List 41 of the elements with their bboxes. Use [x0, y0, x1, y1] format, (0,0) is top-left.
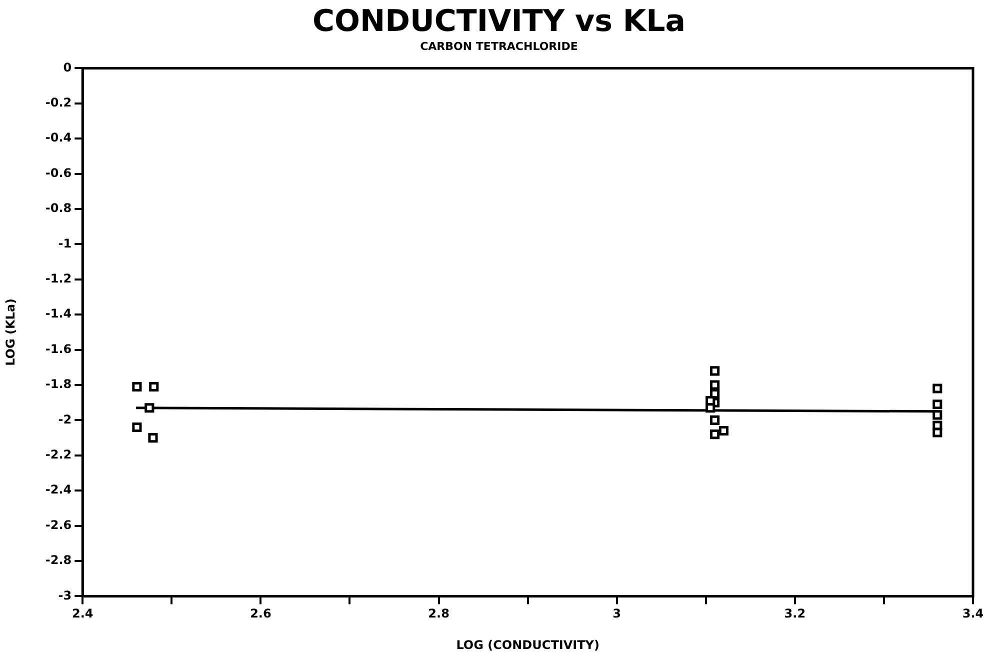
point	[710, 415, 720, 425]
x-tick-label: 2.4	[72, 606, 94, 621]
point	[132, 382, 142, 392]
y-tick-label: -2	[58, 412, 72, 426]
x-tick-label: 2.8	[428, 606, 450, 621]
y-tick-label: -1	[58, 236, 72, 250]
point	[706, 403, 716, 413]
y-tick-label: -0.8	[45, 201, 72, 216]
y-tick-label: -2.2	[45, 448, 72, 462]
point	[932, 428, 942, 438]
point	[710, 380, 720, 390]
chart-title: CONDUCTIVITY vs KLa	[311, 4, 686, 39]
point	[144, 403, 154, 413]
y-tick-label: -0.2	[45, 96, 72, 110]
y-axis-title: LOG (KLa)	[3, 298, 18, 366]
x-tick-label: 2.6	[250, 606, 272, 621]
point	[149, 382, 159, 392]
y-tick-label: -2.4	[45, 482, 72, 497]
point	[932, 410, 942, 420]
y-tick-label: -0.4	[45, 130, 72, 145]
y-tick-label: -3	[58, 588, 72, 602]
y-tick-label: -0.6	[45, 166, 72, 180]
point	[710, 429, 720, 440]
y-tick-label: 0	[63, 60, 72, 74]
point	[718, 426, 728, 436]
y-tick-label: -1.8	[45, 377, 72, 392]
x-axis-title: LOG (CONDUCTIVITY)	[456, 638, 600, 652]
y-tick-label: -2.6	[45, 518, 72, 532]
chart-subtitle: CARBON TETRACHLORIDE	[419, 40, 579, 53]
y-tick-label: -2.8	[45, 553, 72, 568]
y-tick-label: -1.6	[45, 342, 72, 356]
x-tick-label: 3	[612, 606, 622, 621]
point	[932, 384, 942, 394]
point	[132, 422, 142, 432]
x-tick-label: 3.2	[784, 606, 806, 621]
x-tick-label: 3.4	[962, 606, 984, 621]
y-tick-label: -1.4	[45, 306, 72, 321]
point	[148, 433, 158, 443]
point	[932, 400, 942, 410]
point	[710, 366, 720, 376]
y-tick-label: -1.2	[45, 272, 72, 286]
